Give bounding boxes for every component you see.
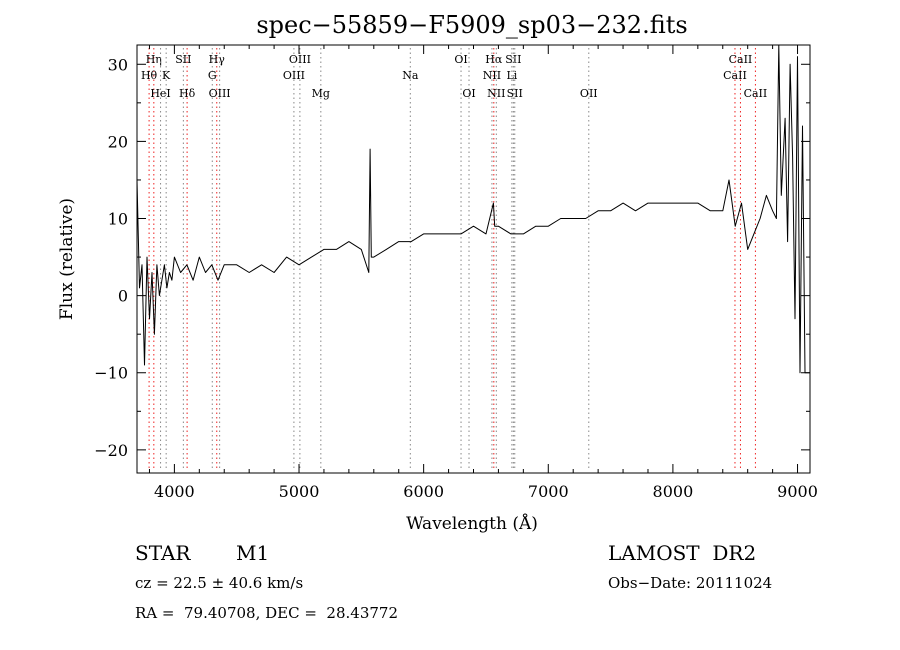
line-label-4: SII <box>175 53 191 66</box>
line-label-9: OIII <box>289 53 311 66</box>
line-label-5: Hδ <box>179 87 196 100</box>
line-label-17: NII <box>483 69 501 82</box>
chart-title: spec−55859−F5909_sp03−232.fits <box>256 11 687 39</box>
y-tick-label-2: 0 <box>118 287 128 306</box>
coordinates: RA = 79.40708, DEC = 28.43772 <box>135 604 399 622</box>
spectrum-series-0 <box>136 44 810 374</box>
line-label-16: SII <box>505 53 521 66</box>
line-label-24: CaII <box>744 87 768 100</box>
x-tick-label-1: 5000 <box>279 482 320 501</box>
y-axis-label: Flux (relative) <box>57 198 77 320</box>
x-tick-label-5: 9000 <box>777 482 818 501</box>
line-label-19: NII <box>487 87 505 100</box>
object-class: STAR <box>135 541 191 565</box>
object-subclass: M1 <box>236 541 270 565</box>
x-tick-label-0: 4000 <box>154 482 195 501</box>
line-label-8: OIII <box>209 87 231 100</box>
line-label-0: Hη <box>146 53 162 66</box>
line-label-1: Hθ <box>141 69 158 82</box>
obs-date: Obs−Date: 20111024 <box>608 574 773 592</box>
line-label-21: OII <box>580 87 598 100</box>
plot-frame <box>136 44 811 474</box>
y-tick-label-3: 10 <box>108 210 128 229</box>
line-label-11: Mg <box>312 87 330 100</box>
line-label-2: HeI <box>150 87 170 100</box>
series-layer <box>136 44 810 374</box>
line-label-23: CaII <box>723 69 747 82</box>
line-label-13: OI <box>454 53 467 66</box>
x-tick-label-3: 7000 <box>528 482 569 501</box>
line-label-18: Li <box>506 69 517 82</box>
y-tick-label-5: 30 <box>108 55 128 74</box>
line-label-15: Hα <box>485 53 503 66</box>
survey-label: LAMOST DR2 <box>608 541 757 565</box>
x-tick-label-4: 8000 <box>653 482 694 501</box>
line-label-22: CaII <box>729 53 753 66</box>
axis-ticks: 4000 5000 6000 7000 8000 9000 −20 −10 0 10 20 30 <box>94 45 818 501</box>
line-label-3: K <box>162 69 171 82</box>
line-label-7: G <box>208 69 217 82</box>
x-axis-label: Wavelength (Å) <box>406 513 538 534</box>
line-label-14: OI <box>462 87 475 100</box>
line-label-20: SII <box>507 87 523 100</box>
x-tick-label-2: 6000 <box>403 482 444 501</box>
y-tick-label-0: −20 <box>94 441 128 460</box>
line-label-12: Na <box>402 69 419 82</box>
y-tick-label-4: 20 <box>108 132 128 151</box>
y-tick-label-1: −10 <box>94 364 128 383</box>
line-label-10: OIII <box>283 69 305 82</box>
redshift-readout: cz = 22.5 ± 40.6 km/s <box>135 574 304 592</box>
line-label-6: Hγ <box>209 53 226 66</box>
